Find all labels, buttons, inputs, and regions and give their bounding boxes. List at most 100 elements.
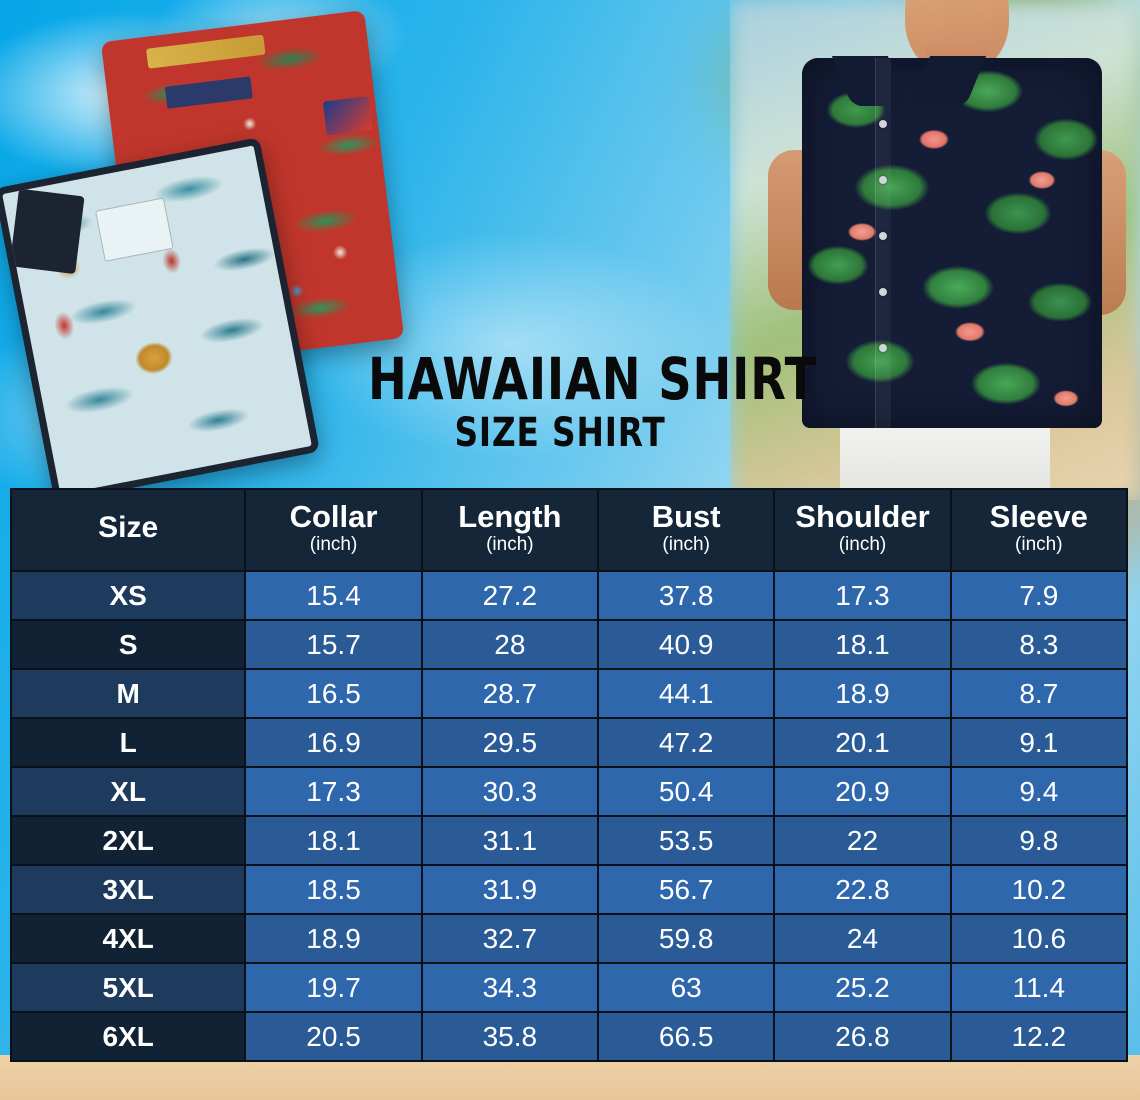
table-row: XS 15.4 27.2 37.8 17.3 7.9	[9, 570, 1129, 621]
shirt-button	[879, 176, 887, 184]
size-label-4xl: 4XL	[9, 913, 247, 964]
size-label-s: S	[9, 619, 247, 670]
cell-collar-5xl: 19.7	[244, 962, 423, 1013]
cell-sleeve-5xl: 11.4	[949, 962, 1129, 1013]
red-shirt-hang-tag	[322, 96, 373, 136]
cell-collar-m: 16.5	[244, 668, 423, 719]
cell-bust-xs: 37.8	[596, 570, 776, 621]
size-label-xl: XL	[9, 766, 247, 817]
column-header-unit: (inch)	[662, 533, 710, 555]
cell-bust-3xl: 56.7	[596, 864, 776, 915]
size-label-3xl: 3XL	[9, 864, 247, 915]
model-hawaiian-shirt	[802, 58, 1102, 428]
page-title: HAWAIIAN SHIRT	[368, 345, 818, 413]
table-row: L 16.9 29.5 47.2 20.1 9.1	[9, 717, 1129, 768]
cell-shoulder-2xl: 22	[773, 815, 952, 866]
cell-sleeve-2xl: 9.8	[949, 815, 1129, 866]
shirt-button	[879, 232, 887, 240]
cell-length-4xl: 32.7	[420, 913, 600, 964]
column-header-label: Collar	[289, 499, 378, 535]
cell-length-xl: 30.3	[420, 766, 600, 817]
cell-length-6xl: 35.8	[420, 1011, 600, 1062]
cell-bust-xl: 50.4	[596, 766, 776, 817]
model-white-shorts	[840, 415, 1050, 500]
size-chart-table: Size Collar (inch) Length (inch) Bust (inch) Sh…	[9, 488, 1129, 1062]
table-row: 6XL 20.5 35.8 66.5 26.8 12.2	[9, 1011, 1129, 1062]
size-label-xs: XS	[9, 570, 247, 621]
cell-length-5xl: 34.3	[420, 962, 600, 1013]
column-header-label: Sleeve	[989, 499, 1088, 535]
cell-collar-6xl: 20.5	[244, 1011, 423, 1062]
red-shirt-brand-label	[164, 76, 253, 109]
cell-sleeve-3xl: 10.2	[949, 864, 1129, 915]
column-header-label: Size	[98, 511, 159, 545]
cell-shoulder-l: 20.1	[773, 717, 952, 768]
column-header-label: Length	[458, 499, 562, 535]
cell-length-s: 28	[420, 619, 600, 670]
cell-collar-2xl: 18.1	[244, 815, 423, 866]
size-chart-table-wrapper: Size Collar (inch) Length (inch) Bust (inch) Sh…	[9, 488, 1129, 1062]
column-header-label: Shoulder	[795, 499, 930, 535]
page-subtitle: SIZE SHIRT	[454, 410, 666, 457]
table-row: XL 17.3 30.3 50.4 20.9 9.4	[9, 766, 1129, 817]
table-row: 3XL 18.5 31.9 56.7 22.8 10.2	[9, 864, 1129, 915]
cell-sleeve-s: 8.3	[949, 619, 1129, 670]
size-label-6xl: 6XL	[9, 1011, 247, 1062]
cell-length-2xl: 31.1	[420, 815, 600, 866]
cell-shoulder-m: 18.9	[773, 668, 952, 719]
cell-length-l: 29.5	[420, 717, 600, 768]
cell-bust-l: 47.2	[596, 717, 776, 768]
cell-shoulder-5xl: 25.2	[773, 962, 952, 1013]
cell-shoulder-s: 18.1	[773, 619, 952, 670]
cell-shoulder-6xl: 26.8	[773, 1011, 952, 1062]
column-header-unit: (inch)	[1015, 533, 1063, 555]
size-label-2xl: 2XL	[9, 815, 247, 866]
model-photo	[730, 0, 1140, 500]
table-row: 2XL 18.1 31.1 53.5 22 9.8	[9, 815, 1129, 866]
table-row: S 15.7 28 40.9 18.1 8.3	[9, 619, 1129, 670]
cell-sleeve-xl: 9.4	[949, 766, 1129, 817]
cell-bust-5xl: 63	[596, 962, 776, 1013]
column-header-unit: (inch)	[486, 533, 534, 555]
cell-collar-4xl: 18.9	[244, 913, 423, 964]
column-header-shoulder: Shoulder (inch)	[773, 488, 952, 572]
cell-bust-s: 40.9	[596, 619, 776, 670]
cell-shoulder-4xl: 24	[773, 913, 952, 964]
cell-sleeve-l: 9.1	[949, 717, 1129, 768]
shirt-button	[879, 120, 887, 128]
column-header-size: Size	[9, 488, 247, 572]
title-block: HAWAIIAN SHIRT SIZE SHIRT	[320, 345, 818, 457]
cell-bust-m: 44.1	[596, 668, 776, 719]
model-shirt-placket	[875, 58, 891, 428]
shirt-button	[879, 344, 887, 352]
cell-bust-2xl: 53.5	[596, 815, 776, 866]
column-header-unit: (inch)	[838, 533, 887, 555]
cell-bust-6xl: 66.5	[596, 1011, 776, 1062]
cell-collar-s: 15.7	[244, 619, 423, 670]
shirt-button	[879, 288, 887, 296]
cell-sleeve-4xl: 10.6	[949, 913, 1129, 964]
cell-sleeve-6xl: 12.2	[949, 1011, 1129, 1062]
cell-bust-4xl: 59.8	[596, 913, 776, 964]
table-header-row: Size Collar (inch) Length (inch) Bust (inch) Sh…	[9, 488, 1129, 572]
size-label-l: L	[9, 717, 247, 768]
red-shirt-collar-band	[146, 34, 266, 69]
blue-shirt-lapel	[9, 188, 85, 275]
cell-sleeve-xs: 7.9	[949, 570, 1129, 621]
column-header-collar: Collar (inch)	[244, 488, 423, 572]
column-header-label: Bust	[651, 499, 721, 535]
cell-sleeve-m: 8.7	[949, 668, 1129, 719]
cell-collar-xs: 15.4	[244, 570, 423, 621]
size-label-5xl: 5XL	[9, 962, 247, 1013]
cell-shoulder-xs: 17.3	[773, 570, 952, 621]
column-header-length: Length (inch)	[420, 488, 600, 572]
cell-collar-l: 16.9	[244, 717, 423, 768]
column-header-sleeve: Sleeve (inch)	[949, 488, 1129, 572]
cell-shoulder-xl: 20.9	[773, 766, 952, 817]
size-label-m: M	[9, 668, 247, 719]
column-header-unit: (inch)	[309, 533, 358, 555]
table-header: Size Collar (inch) Length (inch) Bust (inch) Sh…	[9, 488, 1129, 572]
column-header-bust: Bust (inch)	[596, 488, 776, 572]
cell-length-xs: 27.2	[420, 570, 600, 621]
